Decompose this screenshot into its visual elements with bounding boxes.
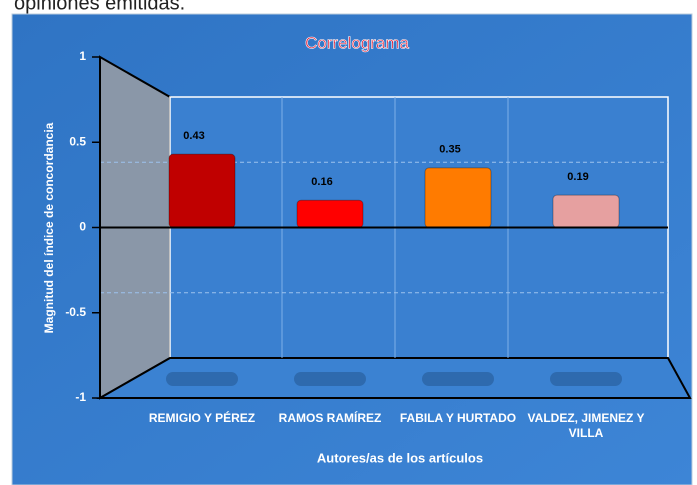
bar bbox=[552, 194, 620, 228]
y-tick-label: -1 bbox=[75, 390, 86, 404]
bar bbox=[168, 153, 236, 228]
caption: opiniones emitidas. bbox=[14, 0, 185, 14]
data-label: 0.16 bbox=[311, 176, 332, 188]
bar bbox=[296, 199, 364, 229]
x-axis-title: Autores/as de los artículos bbox=[317, 450, 483, 465]
data-label: 0.35 bbox=[439, 144, 460, 156]
bar-shadow bbox=[550, 372, 622, 386]
x-tick-label: REMIGIO Y PÉREZ bbox=[148, 411, 256, 425]
chart-title: Correlograma bbox=[305, 33, 409, 52]
data-label: 0.43 bbox=[183, 130, 204, 142]
y-tick-label: 0 bbox=[79, 220, 86, 234]
x-tick-label: VALDEZ, JIMENEZ Y VILLA bbox=[527, 411, 645, 440]
x-tick-label: RAMOS RAMÍREZ bbox=[278, 411, 382, 425]
bar bbox=[424, 167, 492, 228]
floor bbox=[96, 357, 692, 399]
y-tick-label: -0.5 bbox=[65, 305, 86, 319]
x-tick-label: FABILA Y HURTADO bbox=[399, 411, 517, 425]
data-label: 0.19 bbox=[567, 171, 588, 183]
y-tick-label: 0.5 bbox=[69, 134, 86, 148]
y-tick-label: 1 bbox=[79, 49, 86, 63]
bar-shadow bbox=[166, 372, 238, 386]
bar-shadow bbox=[294, 372, 366, 386]
bar-shadow bbox=[422, 372, 494, 386]
y-axis-title: Magnitud del índice de concordancia bbox=[42, 122, 56, 333]
